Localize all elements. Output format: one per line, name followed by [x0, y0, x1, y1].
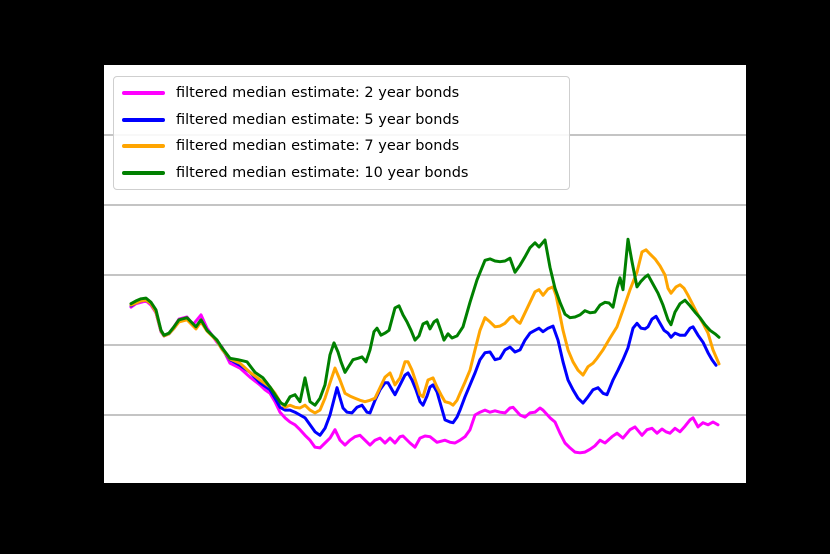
- series-line-10-year-bonds: [129, 237, 721, 407]
- legend-line-sample: [122, 91, 165, 96]
- legend-item: filtered median estimate: 7 year bonds: [122, 133, 569, 160]
- series-line-7-year-bonds: [129, 248, 721, 415]
- legend-item-label: filtered median estimate: 2 year bonds: [176, 85, 460, 102]
- legend-line-sample: [122, 170, 165, 175]
- legend-item: filtered median estimate: 2 year bonds: [122, 80, 569, 107]
- legend-item: filtered median estimate: 5 year bonds: [122, 107, 569, 134]
- legend-line-sample: [122, 117, 165, 122]
- legend-item-label: filtered median estimate: 5 year bonds: [176, 111, 460, 128]
- legend: filtered median estimate: 2 year bonds fi…: [113, 76, 570, 190]
- legend-line-sample: [122, 144, 165, 149]
- legend-item-label: filtered median estimate: 10 year bonds: [176, 164, 469, 181]
- legend-item-label: filtered median estimate: 7 year bonds: [176, 138, 460, 155]
- legend-item: filtered median estimate: 10 year bonds: [122, 160, 569, 187]
